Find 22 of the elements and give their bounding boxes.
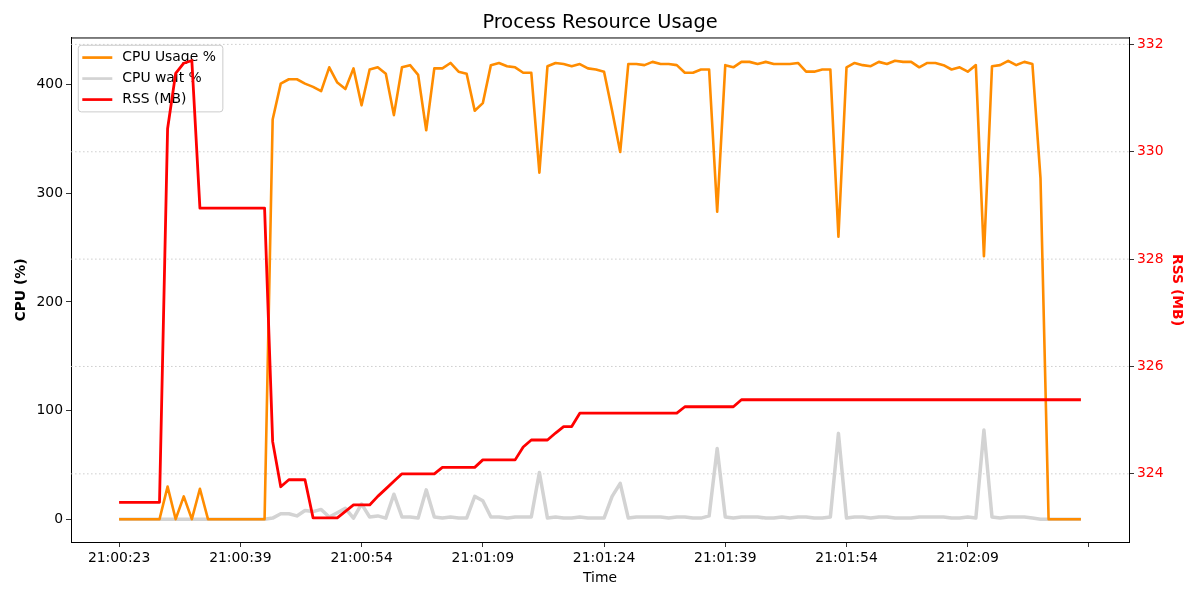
y2-tick-label: 326 — [1137, 357, 1164, 374]
y-tick-label: 200 — [36, 292, 63, 309]
x-tick-label: 21:01:09 — [451, 548, 514, 565]
y2-axis-title: RSS (MB) — [1170, 253, 1187, 327]
y-tick-label: 100 — [36, 401, 63, 418]
y2-tick-label: 330 — [1137, 142, 1164, 159]
x-tick-label: 21:02:09 — [936, 548, 999, 565]
chart-title: Process Resource Usage — [482, 9, 718, 33]
x-tick-label: 21:00:39 — [209, 548, 272, 565]
y2-tick-label: 332 — [1137, 35, 1164, 52]
y-axis-title: CPU (%) — [11, 258, 28, 322]
y-tick-label: 0 — [54, 509, 63, 526]
y-tick-label: 300 — [36, 183, 63, 200]
x-tick-label: 21:01:24 — [572, 548, 636, 565]
x-tick-label: 21:01:39 — [694, 548, 757, 565]
x-tick-label: 21:01:54 — [815, 548, 878, 565]
y2-tick-label: 328 — [1137, 249, 1164, 266]
y-tick-label: 400 — [36, 75, 63, 92]
y2-tick-label: 324 — [1137, 464, 1164, 481]
x-tick-label: 21:00:23 — [87, 548, 151, 565]
x-tick-label: 21:00:54 — [330, 548, 393, 565]
x-axis-title: Time — [582, 568, 617, 585]
